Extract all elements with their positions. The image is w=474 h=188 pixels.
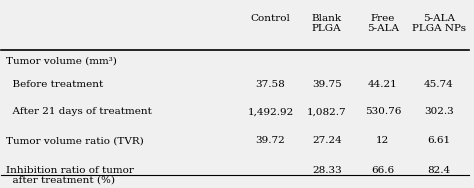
Text: Before treatment: Before treatment [6,80,103,89]
Text: Control: Control [251,14,291,23]
Text: Free
5-ALA: Free 5-ALA [367,14,399,33]
Text: 39.75: 39.75 [312,80,342,89]
Text: 1,492.92: 1,492.92 [247,107,294,116]
Text: 28.33: 28.33 [312,166,342,175]
Text: Blank
PLGA: Blank PLGA [312,14,342,33]
Text: 66.6: 66.6 [371,166,394,175]
Text: 530.76: 530.76 [365,107,401,116]
Text: 12: 12 [376,136,390,145]
Text: 45.74: 45.74 [424,80,454,89]
Text: 27.24: 27.24 [312,136,342,145]
Text: 302.3: 302.3 [424,107,454,116]
Text: After 21 days of treatment: After 21 days of treatment [6,107,152,116]
Text: Tumor volume ratio (TVR): Tumor volume ratio (TVR) [6,136,144,145]
Text: 39.72: 39.72 [255,136,285,145]
Text: 44.21: 44.21 [368,80,398,89]
Text: 5-ALA
PLGA NPs: 5-ALA PLGA NPs [412,14,466,33]
Text: 37.58: 37.58 [255,80,285,89]
Text: 1,082.7: 1,082.7 [307,107,346,116]
Text: 6.61: 6.61 [428,136,451,145]
Text: Tumor volume (mm³): Tumor volume (mm³) [6,56,117,65]
Text: Inhibition ratio of tumor
  after treatment (%): Inhibition ratio of tumor after treatmen… [6,166,134,185]
Text: 82.4: 82.4 [428,166,451,175]
